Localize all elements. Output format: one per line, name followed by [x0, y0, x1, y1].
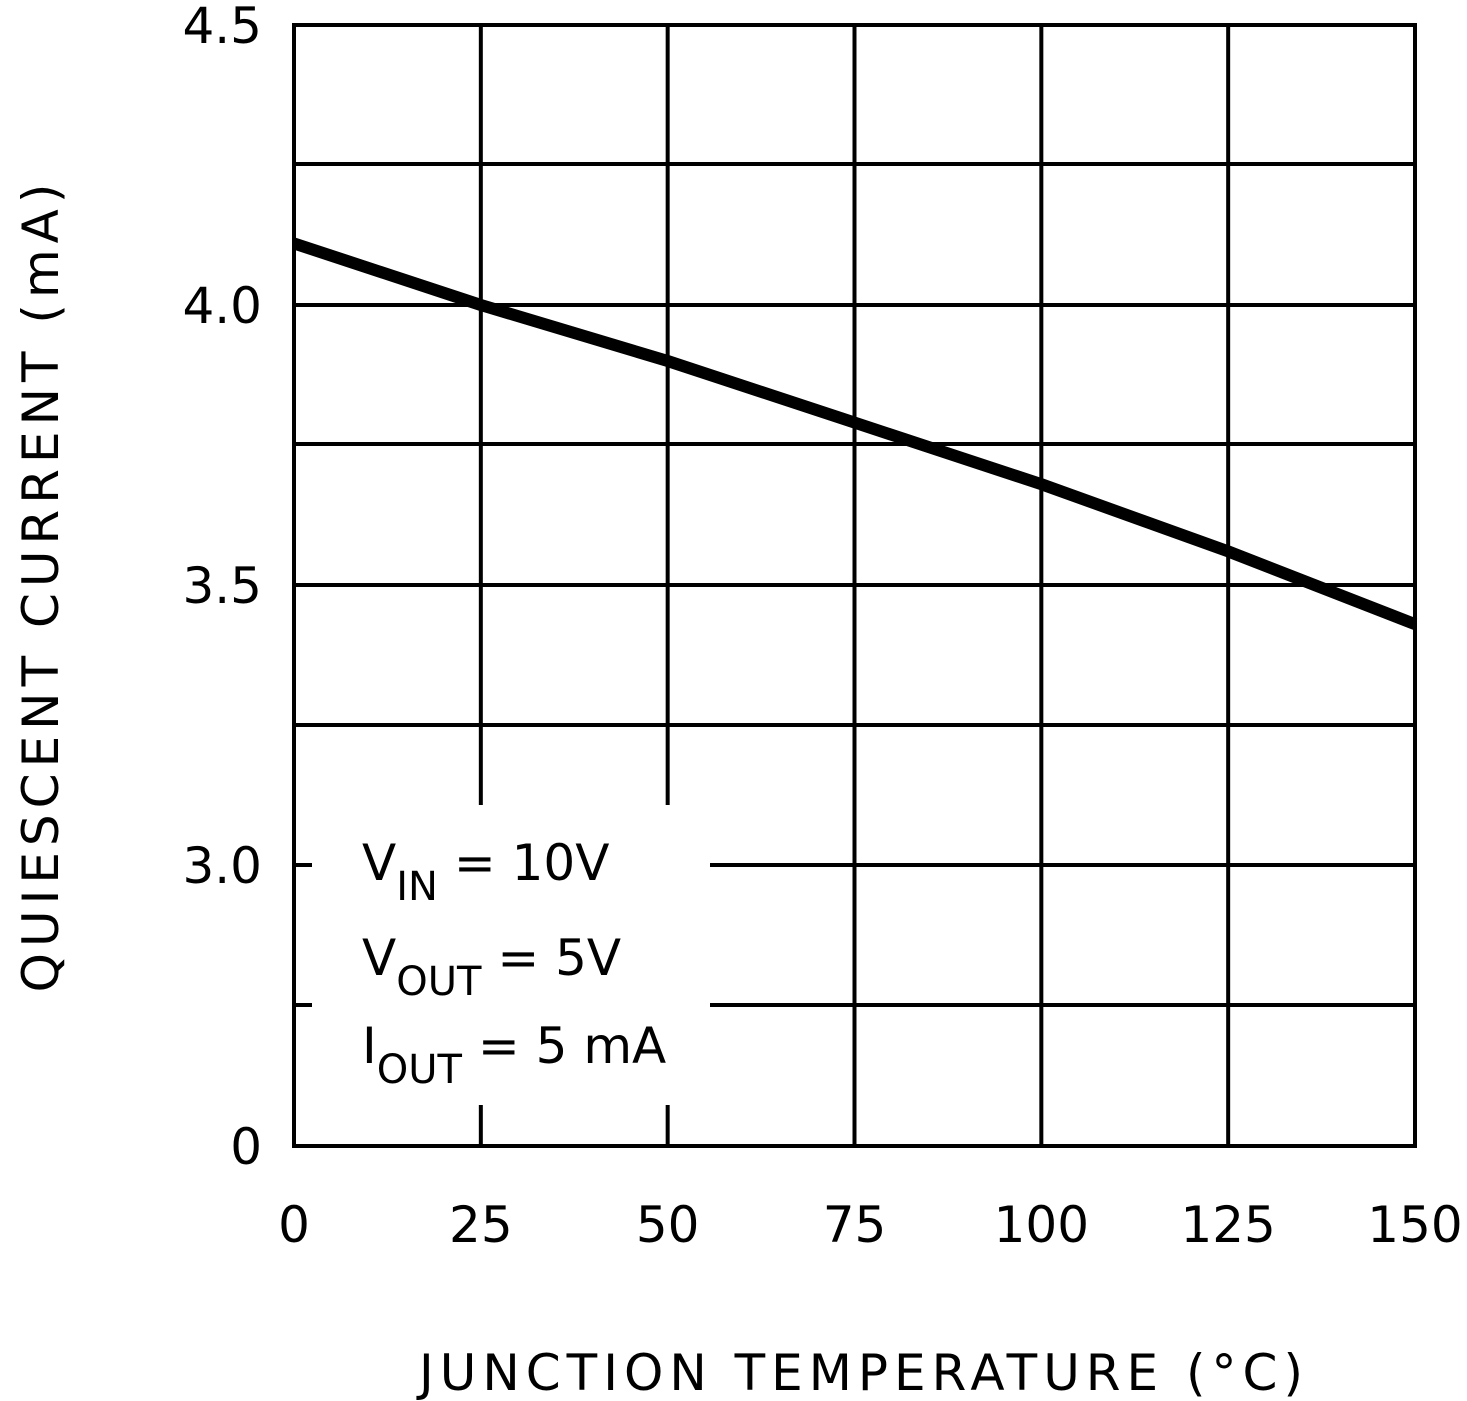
y-tick-label: 4.0: [182, 277, 262, 335]
plot-frame: [292, 23, 1417, 1148]
x-axis-title: JUNCTION TEMPERATURE (°C): [416, 1344, 1309, 1401]
x-tick-label: 25: [449, 1196, 513, 1254]
x-tick-label: 50: [636, 1196, 700, 1254]
annotation-line: IOUT = 5 mA: [362, 1017, 666, 1093]
annotation-background: [312, 805, 710, 1105]
y-tick-label: 3.5: [182, 557, 262, 615]
x-tick-label: 125: [1180, 1196, 1275, 1254]
annotation-line: VIN = 10V: [362, 834, 609, 910]
x-tick-label: 100: [994, 1196, 1089, 1254]
x-tick-label: 75: [823, 1196, 887, 1254]
y-tick-label: 0: [230, 1118, 262, 1176]
y-tick-label: 4.5: [182, 0, 262, 55]
x-tick-label: 150: [1367, 1196, 1462, 1254]
y-axis-title: QUIESCENT CURRENT (mA): [12, 178, 70, 993]
y-tick-label: 3.0: [182, 837, 262, 895]
x-tick-label: 0: [278, 1196, 310, 1254]
x-tick-labels: 0 25 50 75 100 125 150: [278, 1196, 1463, 1254]
y-tick-labels: 0 3.0 3.5 4.0 4.5: [182, 0, 262, 1176]
series-line-quiescent-current: [292, 237, 1418, 630]
annotation-conditions: VIN = 10V VOUT = 5V IOUT = 5 mA: [362, 834, 666, 1093]
annotation-line: VOUT = 5V: [362, 929, 621, 1005]
